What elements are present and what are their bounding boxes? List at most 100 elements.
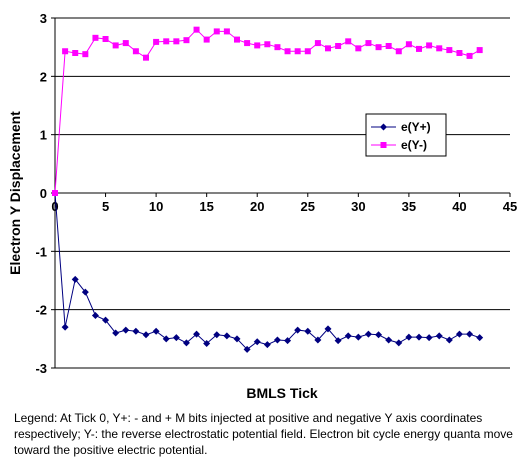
data-point-series-1 [193,330,201,338]
legend: e(Y+) e(Y-) [365,113,447,157]
series-layer [51,26,484,353]
data-point-series-1 [405,333,413,341]
data-point-series-1 [213,331,221,339]
data-point-series-1 [203,340,211,347]
data-point-series-1 [263,341,271,349]
data-point-series-1 [294,326,302,334]
legend-marker-series-1 [380,123,387,131]
data-point-series-1 [273,336,281,344]
x-tick-label: 0 [51,199,58,214]
data-point-series-2 [254,42,261,49]
data-point-series-2 [405,41,412,48]
data-point-series-2 [274,44,281,51]
data-point-series-2 [244,40,251,47]
gridlines [55,17,510,369]
data-point-series-1 [253,338,261,346]
data-point-series-2 [52,190,58,196]
data-point-series-1 [162,335,170,343]
data-point-series-2 [345,38,352,45]
data-point-series-1 [476,334,484,342]
legend-box [365,113,447,157]
data-point-series-2 [102,36,109,42]
data-point-series-2 [203,36,210,43]
data-point-series-2 [416,45,422,52]
data-point-series-1 [152,327,160,335]
data-point-series-1 [435,332,443,340]
data-point-series-1 [142,331,150,339]
data-point-series-2 [72,50,79,56]
data-point-series-1 [304,327,312,335]
legend-label-series-2: e(Y-) [401,138,427,152]
y-axis-title: Electron Y Displacement [7,111,23,275]
data-point-series-1 [344,332,352,340]
data-point-series-1 [395,339,403,347]
data-point-series-2 [385,43,392,49]
legend-marker-series-2 [380,142,387,148]
data-point-series-2 [284,48,291,55]
data-point-series-2 [446,47,453,54]
x-tick-label: 35 [402,199,416,214]
data-point-series-2 [426,42,433,49]
x-tick-label: 40 [452,199,466,214]
data-point-series-2 [355,45,362,52]
y-tick-labels: 3 2 1 0 -1 -2 -3 [35,11,47,376]
data-point-series-2 [314,40,321,47]
data-point-series-2 [294,48,301,55]
data-point-series-1 [102,316,110,324]
data-point-series-2 [173,38,180,45]
data-point-series-2 [62,48,69,55]
x-tick-label: 25 [301,199,315,214]
y-tick-label: -2 [35,303,47,318]
data-point-series-2 [466,52,473,59]
data-point-series-2 [335,43,342,49]
data-point-series-2 [234,36,240,43]
data-point-series-1 [172,334,180,342]
data-point-series-1 [243,345,251,353]
data-point-series-2 [476,47,483,54]
data-point-series-1 [284,337,292,345]
data-point-series-2 [456,50,463,56]
x-tick-label: 30 [351,199,365,214]
data-point-series-2 [112,42,119,49]
legend-label-series-1: e(Y+) [401,120,431,134]
x-tick-label: 5 [102,199,109,214]
data-point-series-1 [324,325,332,333]
data-point-series-1 [71,275,79,283]
data-point-series-2 [183,37,190,44]
data-point-series-1 [223,332,231,340]
data-point-series-2 [375,44,382,51]
data-point-series-1 [354,333,362,341]
data-point-series-1 [466,330,474,338]
data-point-series-1 [112,329,120,337]
data-point-series-2 [395,48,402,55]
data-point-series-2 [82,51,89,58]
data-point-series-1 [233,335,241,343]
data-point-series-1 [425,334,433,342]
y-tick-label: 1 [40,128,47,143]
data-point-series-1 [455,330,463,338]
data-point-series-2 [264,41,271,48]
x-tick-label: 45 [503,199,517,214]
figure-caption: Legend: At Tick 0, Y+: - and + M bits in… [14,411,513,457]
data-point-series-1 [314,336,322,344]
x-tick-label: 20 [250,199,264,214]
data-point-series-2 [153,38,160,45]
data-point-series-2 [213,28,220,35]
data-point-series-2 [325,45,331,52]
data-point-series-1 [61,323,69,331]
data-point-series-2 [132,48,139,55]
data-point-series-1 [445,336,453,344]
data-point-series-2 [193,26,200,33]
data-point-series-2 [163,38,170,45]
data-point-series-1 [182,339,190,347]
data-point-series-1 [364,330,372,338]
data-point-series-2 [92,34,99,41]
data-point-series-2 [223,28,230,35]
data-point-series-2 [143,54,149,61]
x-axis-title: BMLS Tick [246,385,318,400]
x-tick-label: 15 [199,199,213,214]
data-point-series-1 [415,333,423,341]
y-tick-label: -1 [35,244,47,259]
data-point-series-1 [375,331,383,339]
data-point-series-2 [122,40,129,47]
